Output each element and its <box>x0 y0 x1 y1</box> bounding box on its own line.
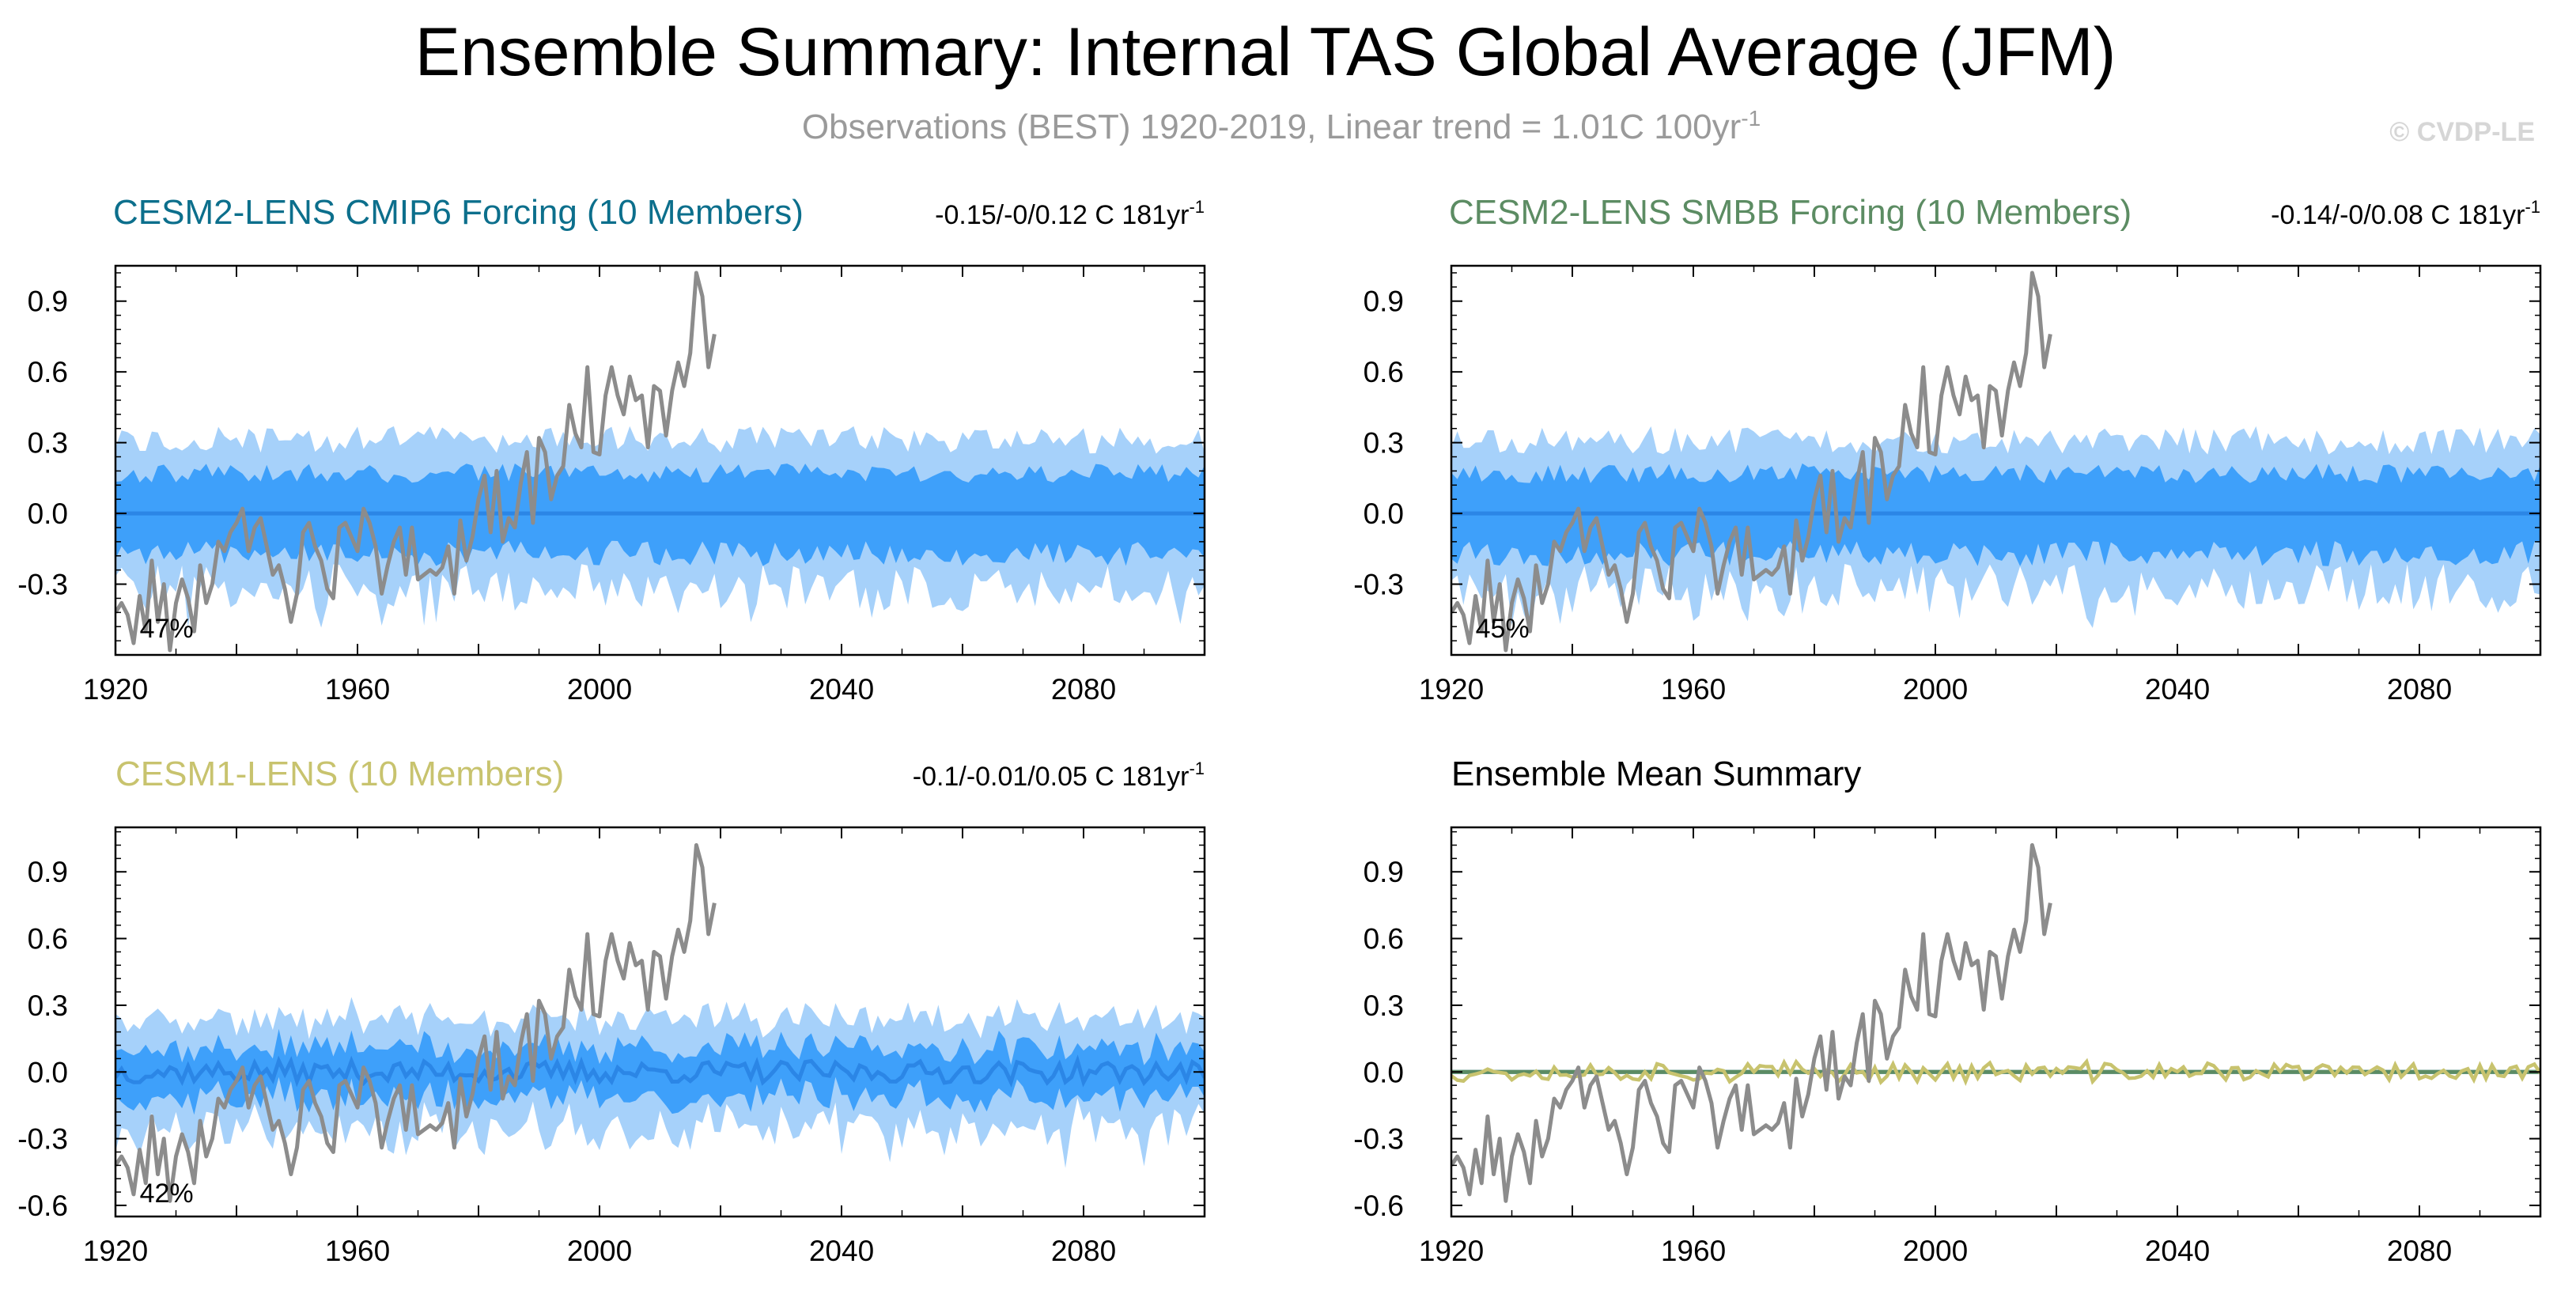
y-tick-label: -0.3 <box>1353 569 1404 601</box>
trend-text: -0.15/-0/0.12 C 181yr <box>935 200 1189 230</box>
plot-area <box>115 271 1205 653</box>
y-tick-label: 0.0 <box>1364 1056 1404 1088</box>
y-tick-label: 0.3 <box>28 427 68 460</box>
percent-label: 47% <box>140 614 194 644</box>
x-tick-label: 2080 <box>2387 1235 2452 1267</box>
ensemble-mean-line <box>115 1054 1205 1089</box>
figure-subtitle: Observations (BEST) 1920-2019, Linear tr… <box>802 106 1761 146</box>
series-line <box>1451 1058 2540 1087</box>
panel-title: Ensemble Mean Summary <box>1451 755 1861 793</box>
x-tick-label: 1920 <box>83 1235 148 1267</box>
trend-sup: -1 <box>1189 759 1205 778</box>
plot-area <box>1451 271 2540 653</box>
y-tick-label: 0.6 <box>28 923 68 955</box>
x-tick-label: 1960 <box>325 1235 390 1267</box>
y-tick-label: 0.6 <box>1364 356 1404 388</box>
panel-title: CESM2-LENS CMIP6 Forcing (10 Members) <box>113 193 804 232</box>
observations-line <box>1451 271 2052 653</box>
percent-label: 45% <box>1476 614 1530 644</box>
plot-area <box>1451 842 2540 1203</box>
y-tick-label: 0.0 <box>28 1056 68 1088</box>
y-tick-label: -0.3 <box>1353 1123 1404 1156</box>
y-tick-label: 0.9 <box>28 856 68 888</box>
y-tick-label: -0.6 <box>17 1190 68 1222</box>
y-tick-label: 0.6 <box>28 356 68 388</box>
y-tick-label: -0.3 <box>17 569 68 601</box>
trend-text: -0.14/-0/0.08 C 181yr <box>2271 200 2525 230</box>
y-tick-label: 0.9 <box>28 286 68 318</box>
x-tick-label: 1920 <box>1419 673 1484 706</box>
x-tick-label: 2040 <box>2145 1235 2210 1267</box>
x-tick-label: 1920 <box>83 673 148 706</box>
panel-cesm1: CESM1-LENS (10 Members) -0.1/-0.01/0.05 C… <box>17 755 1206 1267</box>
trend-text: -0.1/-0.01/0.05 C 181yr <box>913 762 1190 792</box>
trend-label: -0.1/-0.01/0.05 C 181yr-1 <box>913 759 1205 792</box>
trend-sup: -1 <box>1189 197 1205 217</box>
y-tick-label: -0.6 <box>1353 1190 1404 1222</box>
observations-line <box>115 842 717 1203</box>
y-tick-label: 0.0 <box>1364 498 1404 530</box>
x-tick-label: 1960 <box>325 673 390 706</box>
x-tick-label: 2080 <box>1051 1235 1116 1267</box>
panel-ensemble-mean-summary: Ensemble Mean Summary 1920 1960 2000 2040 208… <box>1353 755 2542 1267</box>
axis-frame <box>1450 826 2542 1218</box>
x-tick-label: 2040 <box>2145 673 2210 706</box>
observations-line <box>1451 842 2052 1203</box>
y-tick-label: -0.3 <box>17 1123 68 1156</box>
figure-title: Ensemble Summary: Internal TAS Global Av… <box>415 14 2116 90</box>
y-tick-label: 0.9 <box>1364 286 1404 318</box>
plot-area <box>115 842 1205 1203</box>
panel-cesm2-cmip6: CESM2-LENS CMIP6 Forcing (10 Members) -0.… <box>17 193 1206 706</box>
trend-label: -0.15/-0/0.12 C 181yr-1 <box>935 197 1205 230</box>
panel-title: CESM2-LENS SMBB Forcing (10 Members) <box>1449 193 2132 232</box>
x-tick-label: 2080 <box>1051 673 1116 706</box>
x-tick-label: 2000 <box>567 673 632 706</box>
x-tick-label: 1960 <box>1661 673 1726 706</box>
y-tick-label: 0.3 <box>28 989 68 1022</box>
x-tick-label: 2040 <box>809 673 874 706</box>
percent-label: 42% <box>140 1179 194 1209</box>
y-tick-label: 0.0 <box>28 498 68 530</box>
panel-cesm2-smbb: CESM2-LENS SMBB Forcing (10 Members) -0.1… <box>1353 193 2542 706</box>
trend-label: -0.14/-0/0.08 C 181yr-1 <box>2271 197 2540 230</box>
y-tick-label: 0.3 <box>1364 989 1404 1022</box>
x-tick-label: 1920 <box>1419 1235 1484 1267</box>
y-tick-label: 0.6 <box>1364 923 1404 955</box>
x-tick-label: 2080 <box>2387 673 2452 706</box>
y-tick-label: 0.3 <box>1364 427 1404 460</box>
observations-line <box>115 271 717 653</box>
x-tick-label: 2000 <box>1903 1235 1968 1267</box>
x-tick-label: 2040 <box>809 1235 874 1267</box>
subtitle-text: Observations (BEST) 1920-2019, Linear tr… <box>802 108 1741 146</box>
x-tick-label: 2000 <box>1903 673 1968 706</box>
trend-sup: -1 <box>2525 197 2540 217</box>
x-tick-label: 2000 <box>567 1235 632 1267</box>
y-tick-label: 0.9 <box>1364 856 1404 888</box>
x-tick-label: 1960 <box>1661 1235 1726 1267</box>
watermark: © CVDP-LE <box>2389 117 2535 147</box>
panel-title: CESM1-LENS (10 Members) <box>115 755 564 793</box>
subtitle-sup: -1 <box>1741 106 1761 131</box>
